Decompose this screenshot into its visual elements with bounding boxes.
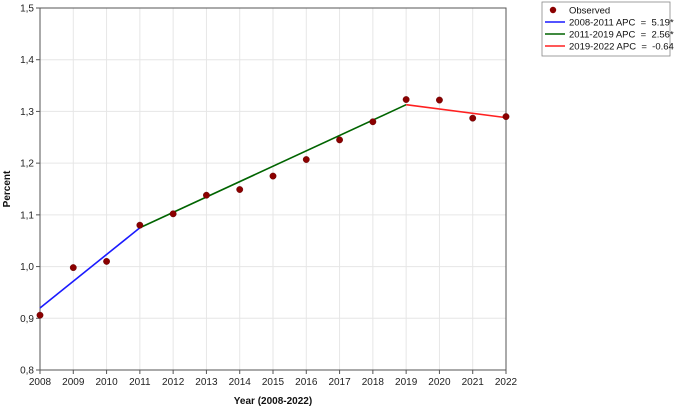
- trend-segment-1: [39, 227, 141, 309]
- legend-observed-marker: [549, 6, 557, 14]
- x-tick-label: 2014: [229, 377, 252, 388]
- legend-segment-1-label: 2008-2011 APC = 5.19*: [569, 18, 674, 29]
- x-axis-ticks: 2008 2009 2010 2011 2012 2013 2014 2015 2016 2017…: [29, 370, 518, 388]
- observed-point: [136, 221, 144, 229]
- y-axis-title: Percent: [2, 170, 13, 207]
- observed-point: [69, 264, 77, 272]
- observed-point: [502, 113, 510, 121]
- x-tick-label: 2018: [362, 377, 385, 388]
- observed-point: [436, 96, 443, 104]
- x-tick-label: 2016: [295, 377, 318, 388]
- y-tick-label: 1,4: [20, 55, 34, 66]
- y-tick-label: 0,9: [20, 314, 34, 325]
- y-axis-ticks: 0,8 0,9 1,0 1,1 1,2 1,3 1,4 1,5: [20, 4, 40, 377]
- x-tick-label: 2008: [29, 377, 52, 388]
- y-tick-label: 1,0: [20, 262, 34, 273]
- x-tick-label: 2011: [129, 377, 151, 388]
- observed-point: [203, 191, 210, 199]
- observed-point: [169, 210, 177, 218]
- x-axis-title: Year (2008-2022): [234, 396, 312, 407]
- observed-point: [236, 186, 244, 193]
- x-tick-label: 2013: [195, 377, 218, 388]
- observed-point: [36, 311, 44, 319]
- observed-point: [369, 118, 377, 126]
- legend-box: [541, 1, 671, 57]
- observed-point: [269, 172, 277, 180]
- observed-point: [302, 156, 310, 163]
- legend: Observed 2008-2011 APC = 5.19* 2011-2019…: [541, 1, 674, 57]
- x-tick-label: 2022: [495, 377, 518, 388]
- observed-point: [402, 96, 410, 103]
- y-tick-label: 1,1: [20, 210, 34, 221]
- x-tick-label: 2020: [428, 377, 451, 388]
- legend-observed-label: Observed: [569, 6, 610, 17]
- grid-lines: [39, 7, 507, 371]
- y-tick-label: 1,5: [20, 4, 34, 15]
- trend-segment-3: [406, 103, 507, 119]
- observed-point: [103, 257, 110, 265]
- y-tick-label: 1,3: [20, 107, 34, 118]
- x-tick-label: 2015: [262, 377, 285, 388]
- x-tick-label: 2009: [62, 377, 85, 388]
- observed-point: [336, 136, 343, 144]
- legend-segment-3-label: 2019-2022 APC = -0.64: [569, 42, 674, 53]
- observed-point: [469, 114, 477, 122]
- x-tick-label: 2017: [328, 377, 351, 388]
- trend-segment-2: [139, 103, 407, 229]
- legend-segment-2-label: 2011-2019 APC = 2.56*: [569, 30, 674, 41]
- x-tick-label: 2012: [162, 377, 185, 388]
- x-tick-label: 2010: [95, 377, 118, 388]
- trend-segments: [39, 103, 507, 309]
- x-tick-label: 2021: [462, 377, 485, 388]
- y-tick-label: 0,8: [20, 366, 34, 377]
- observed-points: [36, 96, 510, 319]
- x-tick-label: 2019: [395, 377, 418, 388]
- y-tick-label: 1,2: [20, 159, 34, 170]
